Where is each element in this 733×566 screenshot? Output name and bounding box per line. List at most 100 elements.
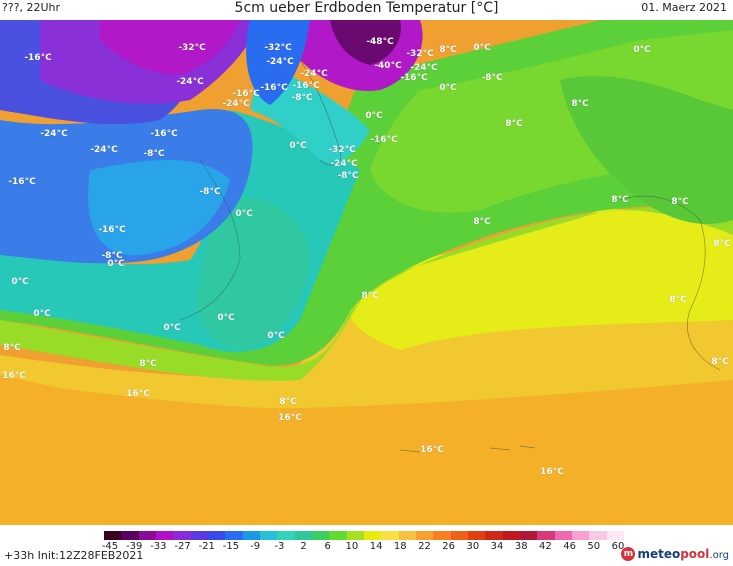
isotherm-label: -32°C [264,43,292,53]
isotherm-label: 0°C [365,111,383,121]
isotherm-label: -24°C [300,69,328,79]
isotherm-label: 16°C [420,445,444,455]
colorbar-swatch [450,531,468,540]
colorbar-tick-label: 2 [300,541,307,552]
isotherm-label: 0°C [33,309,51,319]
colorbar-swatch [519,531,538,540]
colorbar-tick-label: -21 [198,541,215,552]
temperature-field [0,20,733,525]
isotherm-label: 8°C [139,359,157,369]
isotherm-label: -8°C [337,171,359,181]
colorbar-swatch [554,531,572,540]
colorbar-tick-label: 30 [466,541,480,552]
colorbar-swatch [589,531,607,540]
colorbar-tick-label: -39 [126,541,143,552]
colorbar-swatch [381,531,399,540]
colorbar-swatch [259,531,278,540]
colorbar-swatch [606,531,624,540]
colorbar-tick-label: 38 [514,541,528,552]
meteopool-logo-icon: m [621,547,636,561]
logo-accent: pool [680,547,710,561]
isotherm-label: 8°C [671,197,689,207]
colorbar-swatch [277,531,295,540]
isotherm-label: -24°C [410,63,438,73]
isotherm-label: -8°C [101,251,123,261]
colorbar-swatch [433,531,451,540]
isotherm-label: 0°C [267,331,285,341]
isotherm-label: -48°C [366,37,394,47]
colorbar-swatch [225,531,243,540]
colorbar-tick-label: 50 [587,541,601,552]
isotherm-label: -8°C [481,73,503,83]
colorbar-ticks: -45 -39 -33 -27 -21 -15 -9 -3 2 6 10 14 18 22 26 30 34 38… [101,541,625,553]
isotherm-label: 0°C [235,209,253,219]
colorbar-swatch [502,531,520,540]
isotherm-label: -24°C [40,129,68,139]
isotherm-label: -16°C [370,135,398,145]
isotherm-label: 8°C [473,217,491,227]
colorbar-swatch [173,531,191,540]
run-info: +33h Init:12Z28FEB2021 [4,549,144,562]
isotherm-label: 0°C [11,277,29,287]
forecast-date: 01. Maerz 2021 [641,1,727,14]
colorbar-tick-label: 46 [563,541,576,552]
isotherm-label: -16°C [150,129,178,139]
colorbar-swatch [485,531,503,540]
colorbar-tick-label: 22 [418,541,431,552]
isotherm-label: 8°C [361,291,379,301]
colorbar-swatch [346,531,364,540]
isotherm-label: 16°C [278,413,302,423]
colorbar-swatch [121,531,139,540]
isotherm-label: -32°C [406,49,434,59]
isotherm-label: -16°C [400,73,428,83]
colorbar-swatch [104,531,122,540]
isotherm-label: 16°C [2,371,26,381]
isotherm-label: 0°C [439,83,457,93]
isotherm-label: 8°C [3,343,21,353]
colorbar-tick-label: 26 [442,541,456,552]
isotherm-label: 0°C [217,313,235,323]
isotherm-label: 8°C [713,239,731,249]
colorbar-tick-label: 14 [369,541,383,552]
colorbar-swatch [329,531,347,540]
colorbar-tick-label: -15 [222,541,240,552]
isotherm-label: -16°C [24,53,52,63]
isotherm-label: -24°C [176,77,204,87]
logo-tld: .org [709,550,729,561]
colorbar-swatch [138,531,156,540]
colorbar-tick-label: 6 [324,541,331,552]
isotherm-label: 16°C [126,389,150,399]
colorbar-swatch [398,531,416,540]
isotherm-label: 0°C [163,323,181,333]
isotherm-label: 0°C [633,45,651,55]
isotherm-label: -16°C [232,89,260,99]
colorbar-tick-label: 60 [611,541,625,552]
colorbar-tick-label: -45 [101,541,119,552]
isotherm-label: -8°C [291,93,313,103]
colorbar-tick-label: -33 [150,541,167,552]
isotherm-label: 0°C [289,141,307,151]
colorbar-swatch [363,531,382,540]
logo-text: meteopool.org [637,547,729,561]
meteopool-logo[interactable]: m meteopool.org [621,547,729,561]
location-time-label: ???, 22Uhr [2,1,61,14]
isotherm-label: -8°C [199,187,221,197]
colorbar-tick-label: -9 [250,541,261,552]
isotherm-label: -8°C [143,149,165,159]
isotherm-label: 8°C [439,45,457,55]
colorbar-swatch [467,531,486,540]
map-title: 5cm ueber Erdboden Temperatur [°C] [234,0,499,16]
isotherm-label: -16°C [292,81,320,91]
isotherm-label: 8°C [571,99,589,109]
isotherm-label: 8°C [611,195,629,205]
isotherm-label: 0°C [107,259,125,269]
isotherm-label: -16°C [98,225,126,235]
colorbar-tick-label: -3 [274,541,285,552]
map-footer: -45 -39 -33 -27 -21 -15 -9 -3 2 6 10 14 18 22 26 30 34 38… [0,525,733,566]
temperature-map[interactable]: -16°C -32°C -32°C -24°C -48°C -32°C -40°C -24°C… [0,20,733,525]
colorbar-swatch [155,531,174,540]
colorbar-swatch [311,531,330,540]
colorbar-tick-label: 18 [393,541,407,552]
colorbar-swatch [190,531,208,540]
isotherm-label: -40°C [374,61,402,71]
